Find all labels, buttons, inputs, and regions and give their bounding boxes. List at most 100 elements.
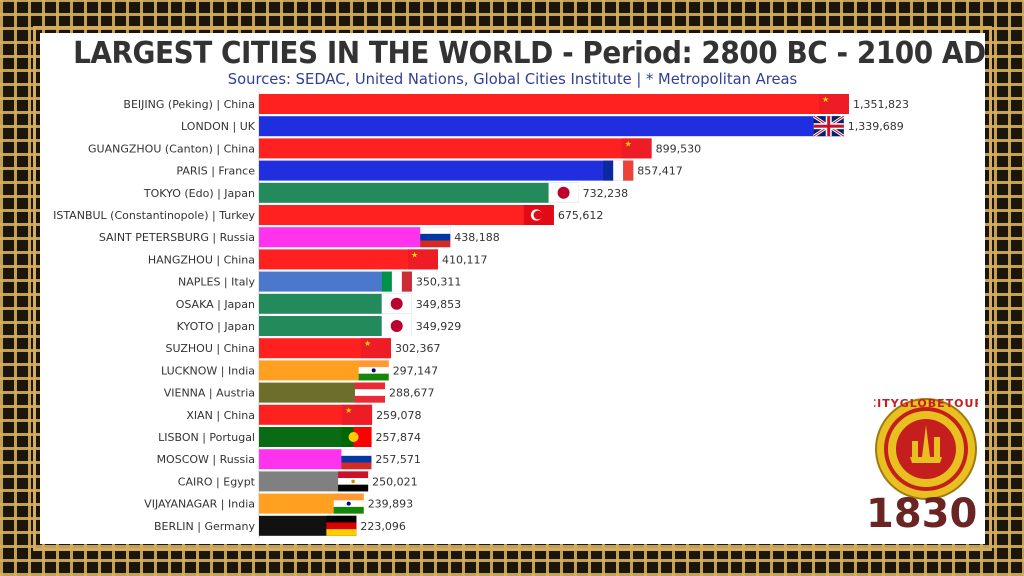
value-label: 410,117 [442,253,488,266]
value-label: 438,188 [454,231,500,244]
bar-row: LISBON | Portugal 257,874 [158,427,421,447]
germany-flag-icon [326,515,357,536]
japan-flag-icon [548,182,579,203]
category-label: BERLIN | Germany [154,520,255,533]
bar [259,360,389,381]
china-flag-icon: ★ [621,138,652,159]
china-flag-icon: ★ [819,94,849,114]
category-label: LISBON | Portugal [158,431,255,444]
chart-title: LARGEST CITIES IN THE WORLD - Period: 28… [73,36,985,71]
bar-row: ISTANBUL (Constantinopole) | Turkey 675,6… [53,205,603,225]
value-label: 349,929 [416,320,462,333]
category-label: ISTANBUL (Constantinopole) | Turkey [53,209,255,222]
bar [259,205,554,225]
value-label: 349,853 [416,298,462,311]
egypt-flag-icon [338,471,369,492]
bar-row: SAINT PETERSBURG | Russia 438,188 [99,227,500,248]
china-flag-icon: ★ [342,404,373,425]
category-label: HANGZHOU | China [148,253,255,266]
value-label: 288,677 [389,387,435,400]
bar-chart: BEIJING (Peking) | China ★ 1,351,823 LONDON… [53,92,909,538]
italy-flag-icon [381,271,412,292]
inner-border-line [33,26,992,551]
svg-text:★: ★ [411,250,418,259]
bar [259,271,412,292]
bar-row: PARIS | France 857,417 [176,160,683,181]
year-label: 1830 [866,491,978,537]
category-label: GUANGZHOU (Canton) | China [88,142,255,155]
svg-text:★: ★ [625,139,632,148]
china-flag-icon: ★ [407,249,438,270]
bar-row: BEIJING (Peking) | China ★ 1,351,823 [123,94,909,114]
bar-row: MOSCOW | Russia 257,571 [157,449,421,470]
category-label: LONDON | UK [181,120,256,133]
svg-text:★: ★ [345,406,352,415]
bar-row: HANGZHOU | China ★ 410,117 [148,249,488,270]
bar-row: GUANGZHOU (Canton) | China ★ 899,530 [88,138,702,159]
category-label: MOSCOW | Russia [157,453,255,466]
value-label: 297,147 [393,364,439,377]
chart-subtitle: Sources: SEDAC, United Nations, Global C… [227,70,798,88]
category-label: XIAN | China [186,409,255,422]
bar-row: VIENNA | Austria 288,677 [164,382,435,403]
value-label: 732,238 [583,187,629,200]
bar-row: VIJAYANAGAR | India 239,893 [144,493,414,514]
cityglobetour-logo: CITYGLOBETOUR [874,397,978,500]
bar [259,293,412,314]
portugal-flag-icon [341,427,372,447]
bar [259,116,844,137]
value-label: 250,021 [372,475,418,488]
category-label: TOKYO (Edo) | Japan [143,187,255,200]
bar [259,316,412,336]
bar [259,382,385,403]
turkey-flag-icon [523,205,554,225]
value-label: 1,351,823 [853,98,909,111]
japan-flag-icon [381,293,412,314]
svg-text:★: ★ [822,95,829,104]
bar [259,338,391,359]
bar-row: XIAN | China ★ 259,078 [186,404,422,425]
bar [259,249,438,270]
value-label: 857,417 [637,165,683,178]
value-label: 899,530 [656,142,702,155]
russia-flag-icon [420,227,451,248]
category-label: CAIRO | Egypt [178,475,256,488]
value-label: 257,571 [375,453,421,466]
russia-flag-icon [341,449,372,470]
bar-row: CAIRO | Egypt 250,021 [178,471,418,492]
value-label: 675,612 [558,209,604,222]
bar [259,138,652,159]
landmarks-icon [910,425,942,463]
category-label: BEIJING (Peking) | China [123,98,255,111]
category-label: OSAKA | Japan [176,298,255,311]
bar [259,160,634,181]
bar [259,94,849,114]
bar-row: SUZHOU | China ★ 302,367 [166,338,441,359]
value-label: 239,893 [368,498,414,511]
india-flag-icon [333,493,364,514]
value-label: 350,311 [416,276,462,289]
bar [259,227,451,248]
china-flag-icon: ★ [360,338,391,359]
bar-row: LONDON | UK 1,339,689 [181,114,904,138]
value-label: 1,339,689 [848,120,904,133]
value-label: 302,367 [395,342,441,355]
category-label: VIENNA | Austria [164,387,255,400]
bar [259,182,579,203]
chart-panel: LARGEST CITIES IN THE WORLD - Period: 28… [40,33,985,544]
uk-flag-icon [812,114,845,138]
bar-row: BERLIN | Germany 223,096 [154,515,406,536]
category-label: SUZHOU | China [166,342,255,355]
value-label: 259,078 [376,409,422,422]
category-label: KYOTO | Japan [177,320,255,333]
value-label: 223,096 [360,520,406,533]
category-label: SAINT PETERSBURG | Russia [99,231,255,244]
bar-row: NAPLES | Italy 350,311 [178,271,462,292]
india-flag-icon [358,360,389,381]
france-flag-icon [603,160,634,181]
bar-row: OSAKA | Japan 349,853 [176,293,462,314]
category-label: VIJAYANAGAR | India [144,498,255,511]
category-label: PARIS | France [176,165,255,178]
bar-row: KYOTO | Japan 349,929 [177,316,462,336]
category-label: LUCKNOW | India [161,364,255,377]
